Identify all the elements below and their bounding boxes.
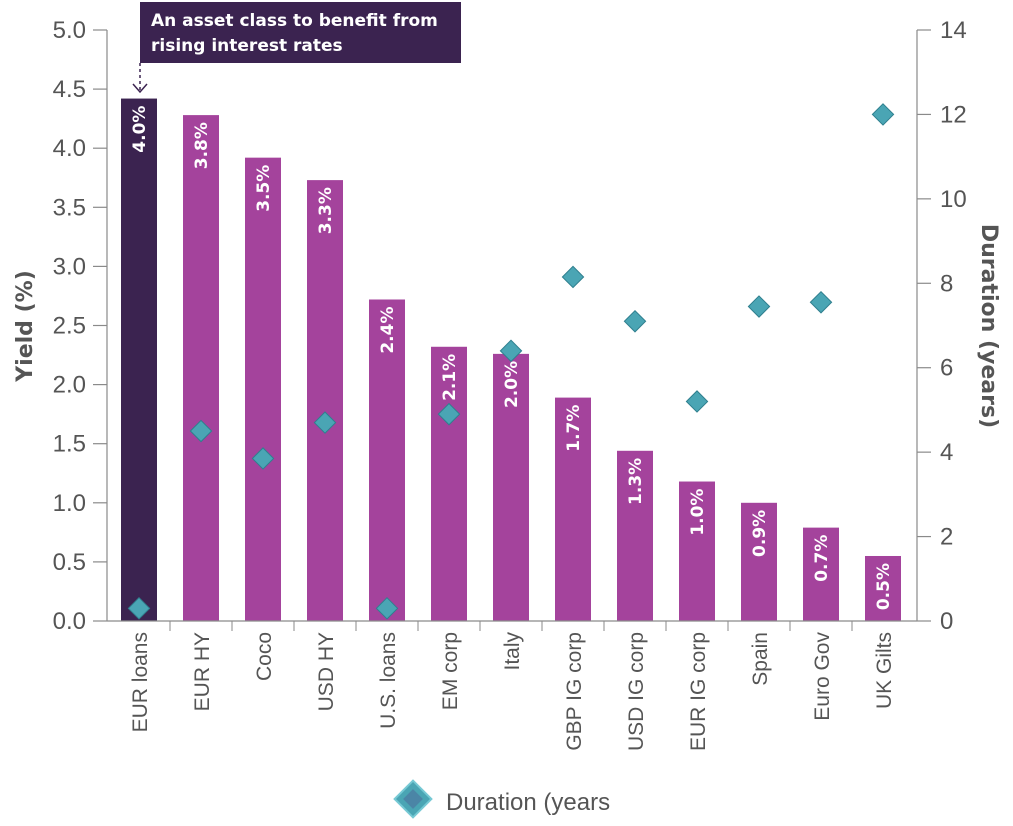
bar-labels-group: 4.0% 3.8% 3.5% 3.3% 2.4% 2.1% 2.0% 1.7% 1.3% 1.0%… [130,106,894,611]
duration-marker [127,597,151,620]
duration-marker [561,265,585,289]
bar-euro-gov [803,527,839,621]
category-label: USD IG corp [625,632,648,751]
y-tick-label: 4.0 [53,135,86,162]
y2-tick-label: 2 [940,524,953,551]
bar-value-label: 1.7% [564,405,584,452]
category-label: EUR IG corp [687,632,710,751]
y-tick-label: 3.5 [53,194,86,221]
y-tick-label: 5.0 [53,17,86,44]
duration-marker [313,411,337,434]
bar-value-label: 0.9% [750,510,770,557]
annotation-box [140,2,461,63]
bar-usd-hy [307,180,343,621]
category-label: USD HY [315,632,338,711]
bar-coco [245,157,281,621]
annotation-line-1: An asset class to benefit from [151,11,438,31]
bar-value-label: 2.4% [378,306,398,353]
category-label: Spain [749,632,772,686]
bar-u-s-loans [369,299,405,621]
category-label: Euro Gov [811,632,834,721]
category-label: EUR loans [129,632,152,732]
category-label: U.S. loans [377,632,400,729]
category-label: Italy [501,632,524,671]
bar-value-label: 2.1% [440,354,460,401]
annotation-callout: An asset class to benefit from rising in… [132,2,461,94]
bar-spain [741,502,777,621]
bar-value-label: 4.0% [130,106,150,153]
bar-gbp-ig-corp [555,397,591,621]
bar-value-label: 0.7% [812,535,832,582]
bar-value-label: 3.5% [254,165,274,212]
y-tick-label: 2.0 [53,372,86,399]
y-tick-label: 2.5 [53,313,86,340]
bar-italy [493,353,529,621]
y-axis-title: Yield (%) [13,270,38,383]
duration-marker [375,597,399,620]
bar-usd-ig-corp [617,450,653,621]
bars-group [121,98,901,621]
category-label: EM corp [439,632,462,710]
duration-marker [189,419,213,443]
y2-tick-label: 12 [940,101,967,128]
x-axis: EUR loans EUR HY Coco USD HY U.S. loans EM co… [107,620,917,751]
duration-marker [623,309,647,333]
y2-tick-label: 14 [940,17,967,44]
duration-marker [809,290,833,314]
bar-eur-hy [183,115,219,621]
bar-value-label: 0.5% [874,563,894,610]
bar-value-label: 3.8% [192,122,212,169]
bar-value-label: 2.0% [502,361,522,408]
legend: Duration (years [393,779,610,819]
y2-tick-label: 8 [940,270,953,297]
y-tick-label: 4.5 [53,76,86,103]
annotation-arrowhead [132,83,148,94]
bar-value-label: 1.3% [626,458,646,505]
duration-marker [685,390,709,413]
duration-marker [437,402,461,426]
y2-tick-label: 4 [940,439,953,466]
annotation-line-2: rising interest rates [151,36,343,56]
duration-marker [251,447,275,470]
y-tick-label: 0.5 [53,549,86,576]
legend-label: Duration (years [446,789,610,816]
bar-value-label: 1.0% [688,489,708,536]
bar-eur-ig-corp [679,481,715,621]
category-label: UK Gilts [873,632,896,709]
y2-axis-title: Duration (years) [976,224,1001,428]
bar-uk-gilts [865,555,901,621]
y-tick-label: 1.5 [53,431,86,458]
y-tick-label: 1.0 [53,490,86,517]
duration-markers-group [127,103,895,620]
left-axis: 0.0 0.5 1.0 1.5 2.0 2.5 3.0 3.5 4.0 4.5 5.0 [53,17,108,635]
bar-eur-loans [121,98,157,621]
y2-tick-label: 0 [940,608,953,635]
right-axis: 0 2 4 6 8 10 12 14 [916,17,967,635]
duration-marker [747,295,771,318]
y-tick-label: 3.0 [53,253,86,280]
y2-tick-label: 10 [940,186,967,213]
bar-em-corp [431,346,467,621]
y-tick-label: 0.0 [53,608,86,635]
y2-tick-label: 6 [940,355,953,382]
category-label: EUR HY [191,632,214,711]
duration-marker [871,103,895,126]
category-label: GBP IG corp [563,632,586,751]
category-label: Coco [253,632,276,681]
duration-marker [499,339,523,363]
bar-value-label: 3.3% [316,187,336,234]
legend-diamond-icon [393,779,433,819]
